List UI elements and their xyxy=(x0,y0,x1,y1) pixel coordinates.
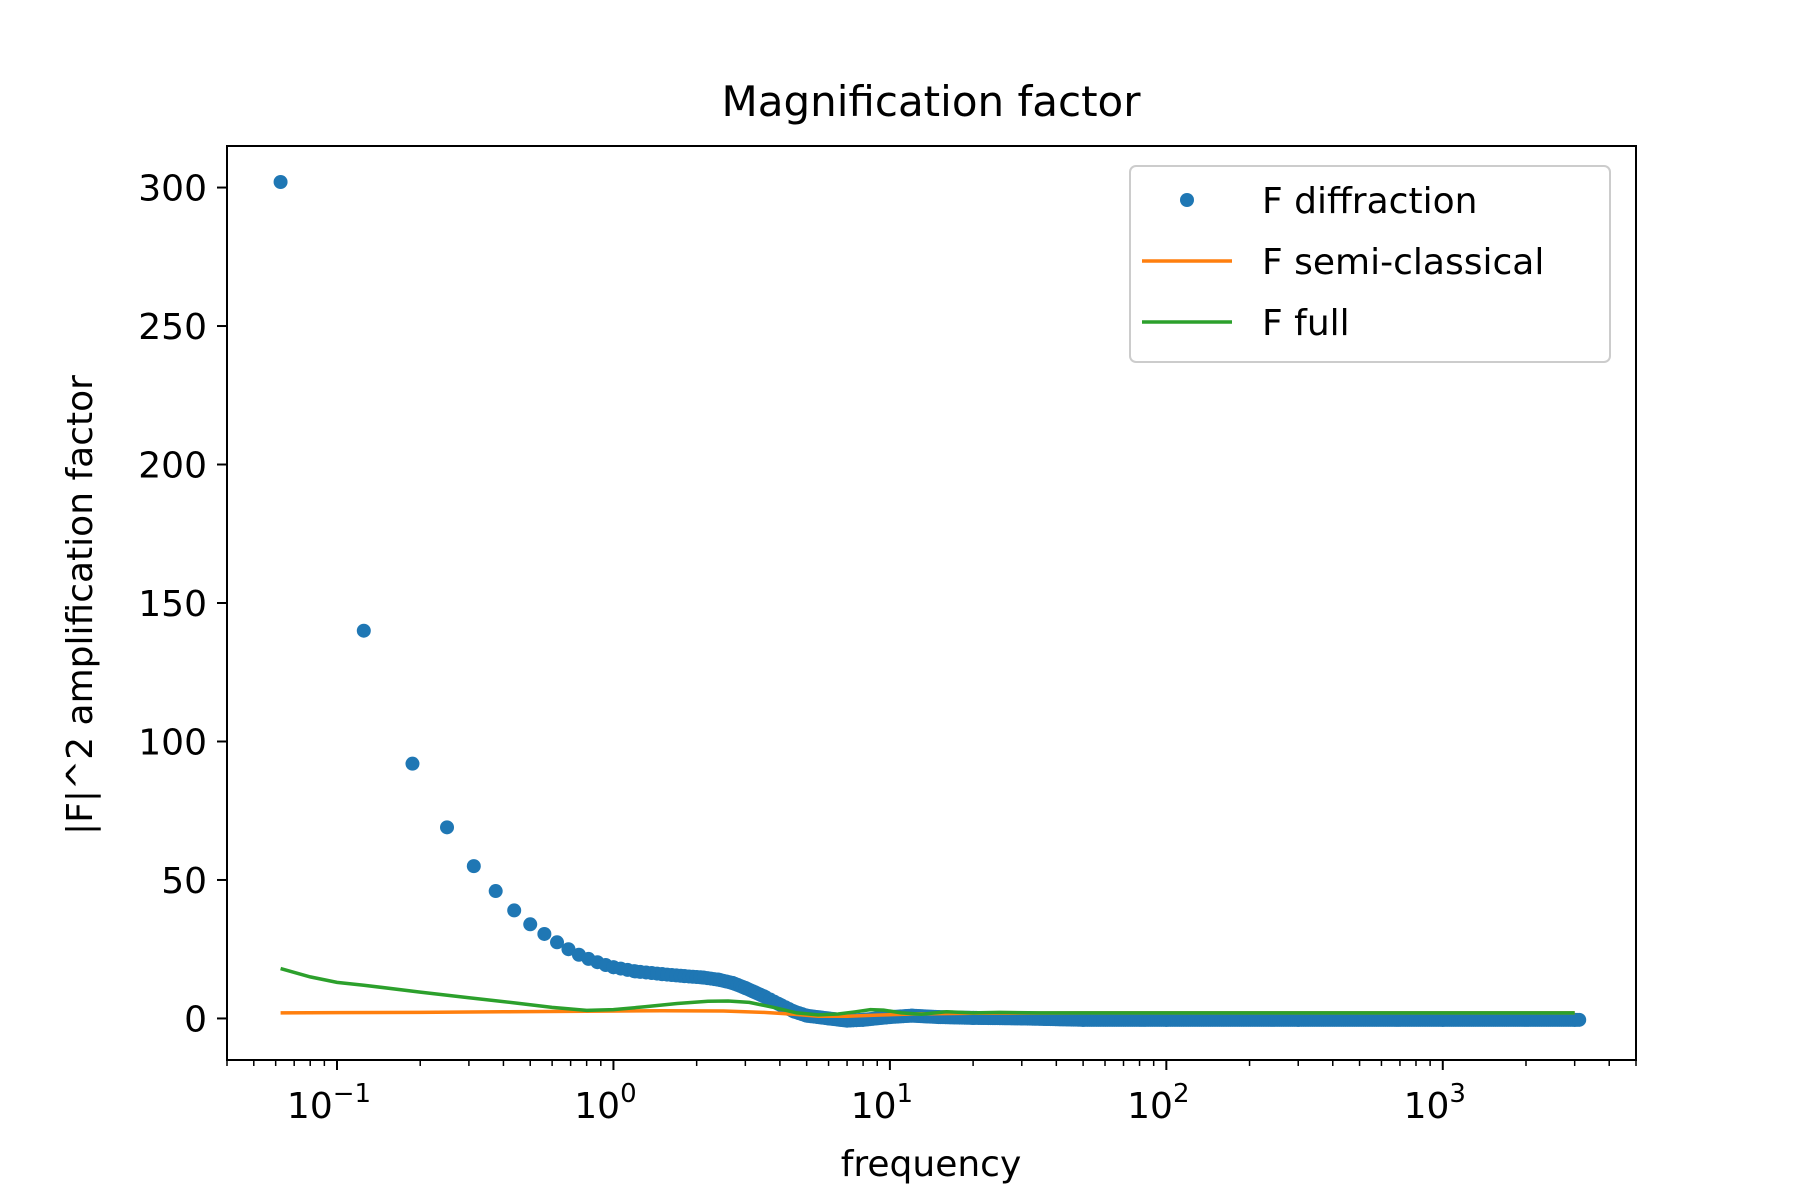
x-tick-label: 10−1 xyxy=(287,1079,371,1127)
y-tick-label: 200 xyxy=(138,446,207,487)
legend-label: F full xyxy=(1262,303,1350,344)
diffraction-point xyxy=(537,926,552,941)
diffraction-point xyxy=(466,859,481,874)
x-tick-label: 101 xyxy=(851,1079,913,1127)
chart-title: Magnification factor xyxy=(721,77,1141,126)
x-axis-label: frequency xyxy=(841,1144,1022,1185)
diffraction-point xyxy=(273,175,288,190)
legend-frame xyxy=(1129,165,1611,363)
diffraction-point xyxy=(440,820,455,835)
y-tick-label: 0 xyxy=(184,999,207,1040)
diffraction-point xyxy=(356,623,371,638)
plot-area xyxy=(273,175,1587,1028)
diffraction-point xyxy=(488,884,503,899)
diffraction-point xyxy=(507,903,522,918)
diffraction-point xyxy=(405,756,420,771)
x-tick-label: 103 xyxy=(1404,1079,1466,1127)
y-axis-label: |F|^2 amplification factor xyxy=(60,375,101,835)
legend-label: F diffraction xyxy=(1262,181,1477,222)
x-tick-label: 100 xyxy=(574,1079,636,1127)
y-tick-label: 100 xyxy=(138,722,207,763)
y-tick-label: 250 xyxy=(138,307,207,348)
y-tick-label: 50 xyxy=(161,861,207,902)
y-tick-label: 150 xyxy=(138,584,207,625)
y-tick-label: 300 xyxy=(138,169,207,210)
diffraction-point xyxy=(561,942,576,957)
diffraction-point xyxy=(523,917,538,932)
diffraction-point xyxy=(550,935,565,950)
legend-marker xyxy=(1180,193,1194,207)
full-line xyxy=(280,966,1575,1017)
legend-label: F semi-classical xyxy=(1262,242,1544,283)
legend: F diffraction F semi-classical F full xyxy=(1129,165,1611,363)
x-tick-label: 102 xyxy=(1127,1079,1189,1127)
diffraction-point xyxy=(1572,1012,1587,1027)
